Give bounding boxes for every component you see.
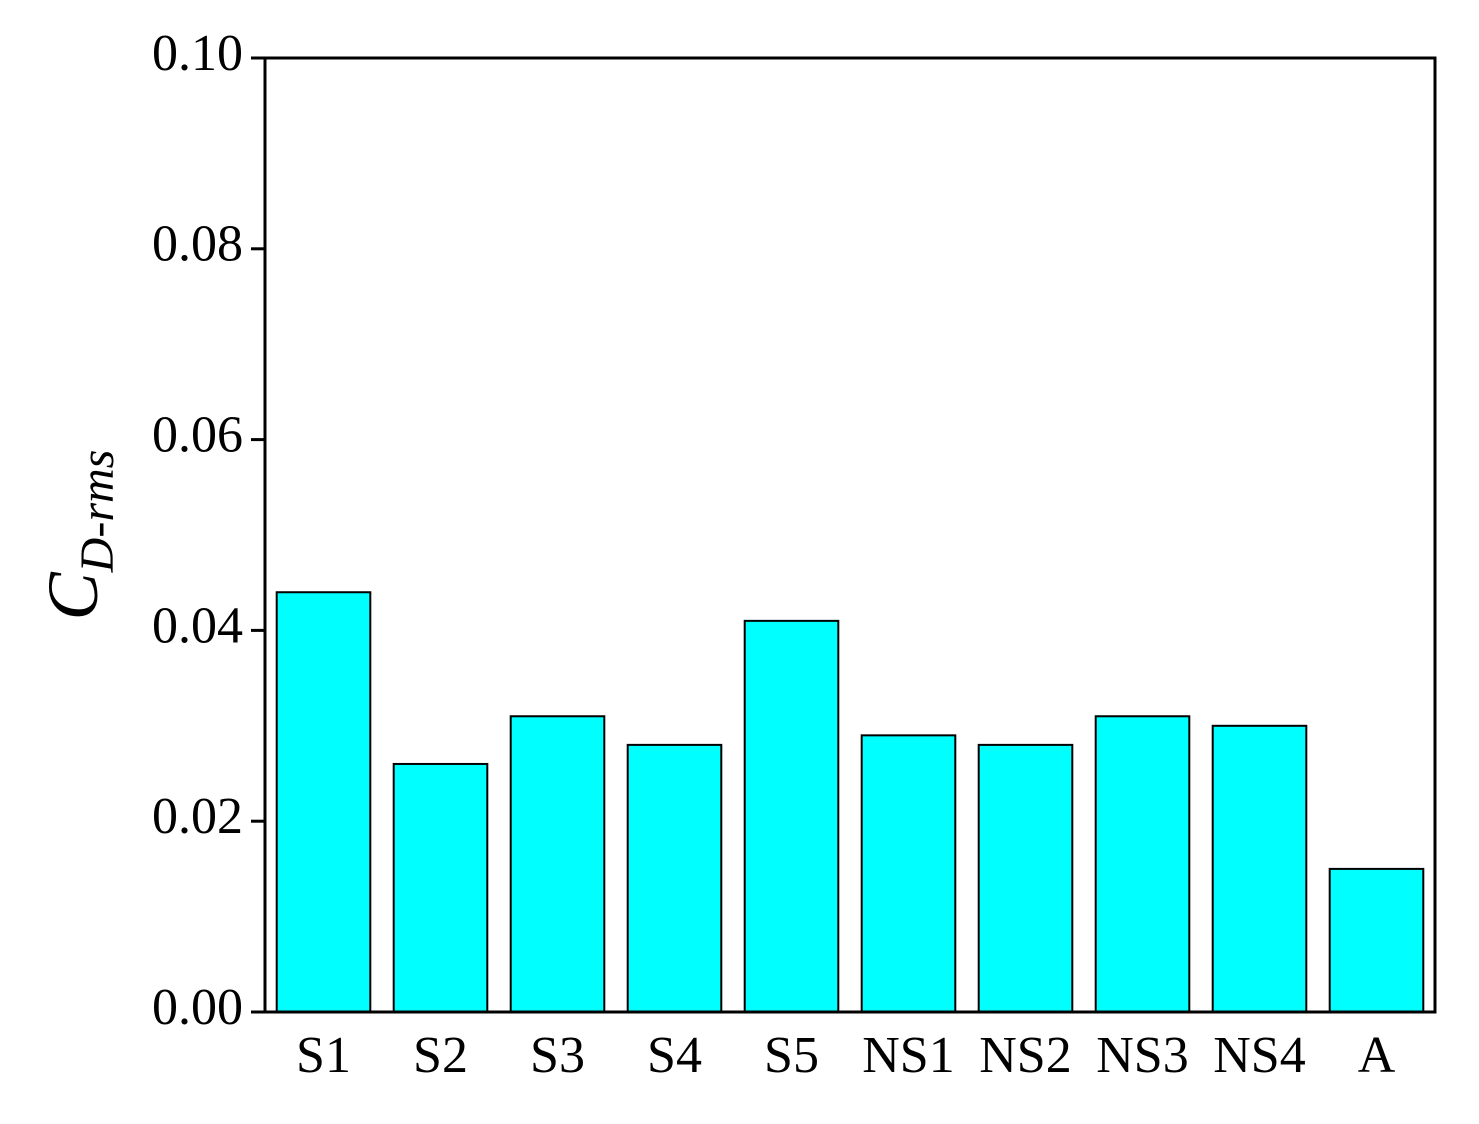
y-tick-label: 0.06 — [152, 407, 243, 464]
y-label-main: C — [33, 571, 113, 620]
bar — [977, 743, 1074, 1013]
x-tick-label: NS3 — [1096, 1027, 1188, 1084]
bar — [626, 743, 723, 1013]
bar — [275, 591, 372, 1013]
x-tick-label: NS1 — [862, 1027, 954, 1084]
x-tick-label: NS2 — [979, 1027, 1071, 1084]
x-tick-label: NS4 — [1213, 1027, 1305, 1084]
plot-frame — [263, 56, 1437, 1014]
x-tick-label: S5 — [764, 1027, 819, 1084]
bar — [743, 619, 840, 1013]
x-tick-label: S2 — [413, 1027, 468, 1084]
y-tick-label: 0.02 — [152, 788, 243, 845]
bar — [860, 734, 957, 1014]
y-tick-label: 0.10 — [152, 25, 243, 82]
bar — [1094, 715, 1191, 1013]
x-tick-label: S1 — [296, 1027, 351, 1084]
bar — [509, 715, 606, 1013]
bar — [392, 762, 489, 1014]
y-tick-label: 0.00 — [152, 979, 243, 1036]
x-tick-label: A — [1358, 1027, 1396, 1084]
bar — [1211, 724, 1308, 1013]
y-axis-label: CD-rms — [33, 450, 125, 621]
bar — [1328, 867, 1425, 1014]
y-tick-label: 0.04 — [152, 597, 243, 654]
x-tick-label: S3 — [530, 1027, 585, 1084]
y-label-subscript: D-rms — [71, 450, 124, 574]
y-tick-label: 0.08 — [152, 216, 243, 273]
x-tick-label: S4 — [647, 1027, 702, 1084]
